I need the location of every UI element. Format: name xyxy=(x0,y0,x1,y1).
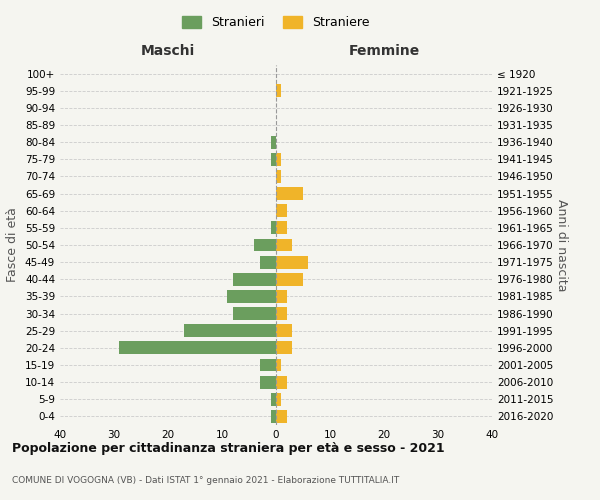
Text: Popolazione per cittadinanza straniera per età e sesso - 2021: Popolazione per cittadinanza straniera p… xyxy=(12,442,445,455)
Bar xyxy=(271,136,276,148)
Bar xyxy=(276,307,287,320)
Bar xyxy=(276,342,292,354)
Bar xyxy=(271,410,276,423)
Bar xyxy=(271,153,276,166)
Bar xyxy=(276,222,287,234)
Legend: Stranieri, Straniere: Stranieri, Straniere xyxy=(178,11,374,34)
Bar xyxy=(276,187,303,200)
Bar xyxy=(119,342,276,354)
Text: Maschi: Maschi xyxy=(141,44,195,58)
Bar xyxy=(184,324,276,337)
Bar xyxy=(276,393,281,406)
Bar xyxy=(276,204,287,217)
Bar xyxy=(276,358,281,372)
Bar xyxy=(233,307,276,320)
Bar xyxy=(254,238,276,252)
Bar xyxy=(276,410,287,423)
Y-axis label: Fasce di età: Fasce di età xyxy=(7,208,19,282)
Bar xyxy=(271,393,276,406)
Bar xyxy=(227,290,276,303)
Text: COMUNE DI VOGOGNA (VB) - Dati ISTAT 1° gennaio 2021 - Elaborazione TUTTITALIA.IT: COMUNE DI VOGOGNA (VB) - Dati ISTAT 1° g… xyxy=(12,476,399,485)
Bar xyxy=(276,84,281,97)
Bar xyxy=(276,290,287,303)
Bar xyxy=(276,376,287,388)
Bar xyxy=(276,324,292,337)
Bar xyxy=(260,256,276,268)
Bar xyxy=(276,238,292,252)
Y-axis label: Anni di nascita: Anni di nascita xyxy=(554,198,568,291)
Bar xyxy=(276,256,308,268)
Bar xyxy=(260,376,276,388)
Bar xyxy=(260,358,276,372)
Bar xyxy=(276,170,281,183)
Text: Femmine: Femmine xyxy=(349,44,419,58)
Bar xyxy=(276,153,281,166)
Bar xyxy=(233,273,276,285)
Bar xyxy=(276,273,303,285)
Bar xyxy=(271,222,276,234)
